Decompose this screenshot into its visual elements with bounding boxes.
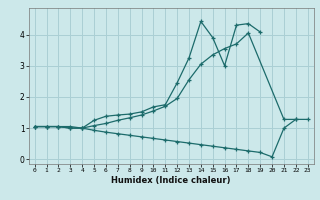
X-axis label: Humidex (Indice chaleur): Humidex (Indice chaleur) (111, 176, 231, 185)
